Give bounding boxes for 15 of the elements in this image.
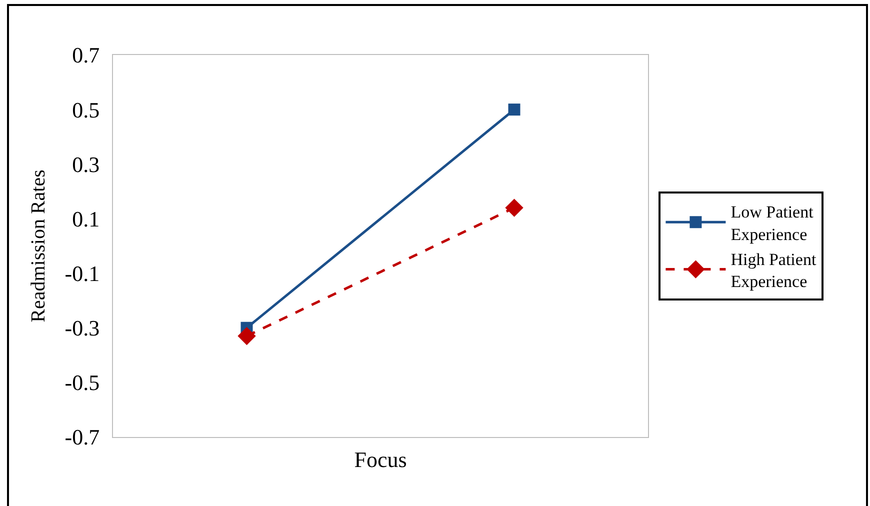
x-axis-title: Focus xyxy=(354,446,407,472)
y-tick-label: 0.1 xyxy=(72,206,100,232)
y-tick-label: 0.5 xyxy=(72,97,100,122)
y-tick-label: 0.7 xyxy=(72,42,100,68)
legend-label: High Patient Experience xyxy=(730,250,816,291)
point xyxy=(238,326,256,346)
legend-label: Low Patient Experience xyxy=(730,202,814,244)
point xyxy=(508,104,520,116)
y-axis-title: Readmission Rates xyxy=(27,169,50,322)
y-tick-label: -0.3 xyxy=(64,316,100,341)
y-tick-label: -0.7 xyxy=(64,424,100,450)
y-tick-label: -0.5 xyxy=(64,370,100,396)
y-tick-label: 0.3 xyxy=(72,152,100,177)
point xyxy=(505,198,524,217)
y-tick-label: -0.1 xyxy=(64,260,100,286)
